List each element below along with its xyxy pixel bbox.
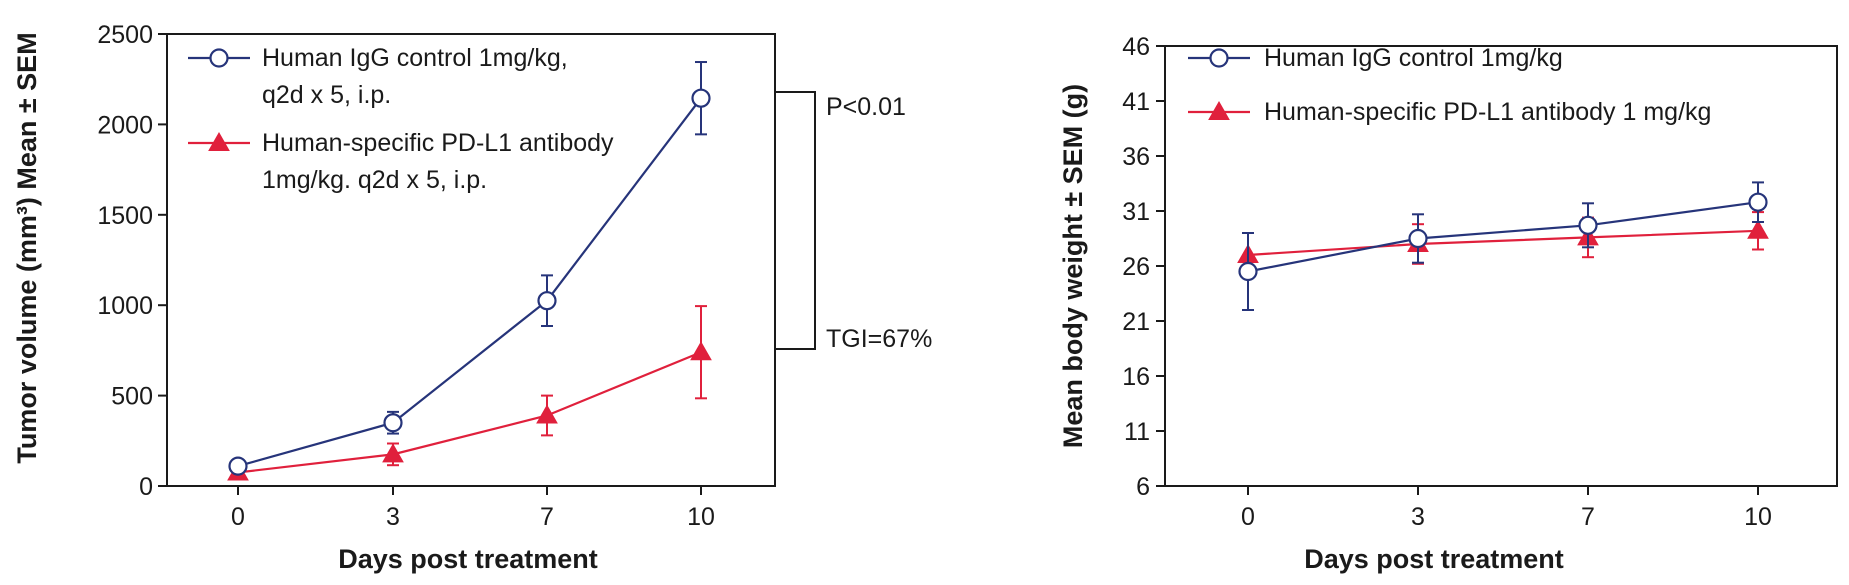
legend-entry: Human-specific PD-L1 antibody 1mg/kg. q2d… <box>188 129 614 194</box>
legend: Human IgG control 1mg/kg,q2d x 5, i.p.Hu… <box>188 44 614 194</box>
data-point <box>228 456 248 476</box>
x-tick-label: 7 <box>540 503 554 531</box>
legend-marker <box>1209 48 1229 68</box>
x-tick-label: 3 <box>1411 503 1425 531</box>
data-point <box>691 88 711 108</box>
series-control <box>228 61 711 476</box>
legend-entry: Human IgG control 1mg/kg, q2d x 5, i.p. <box>188 44 568 109</box>
legend-label: q2d x 5, i.p. <box>262 81 391 109</box>
data-point <box>1578 215 1598 235</box>
y-tick-label: 11 <box>1124 418 1150 446</box>
series-treatment <box>227 305 712 481</box>
y-axis-title: Mean body weight ± SEM (g) <box>1058 84 1088 448</box>
tgi-label: TGI=67% <box>826 325 932 353</box>
data-point <box>1747 219 1769 239</box>
series-line <box>1247 201 1759 273</box>
y-axis-title: Tumor volume (mm³) Mean ± SEM <box>12 32 42 463</box>
p-value-label: P<0.01 <box>826 93 906 121</box>
y-tick-label: 1500 <box>97 202 153 230</box>
plot-frame <box>166 33 776 487</box>
x-tick-label: 10 <box>687 503 715 531</box>
y-tick-label: 26 <box>1122 253 1150 281</box>
legend-marker <box>1208 100 1230 120</box>
data-point <box>690 341 712 361</box>
y-tick-label: 46 <box>1122 33 1150 61</box>
y-tick-label: 500 <box>111 383 153 411</box>
data-point <box>1748 192 1768 212</box>
legend-label: 1mg/kg. q2d x 5, i.p. <box>262 166 487 194</box>
tumor-volume-chart: Tumor volume (mm³) Mean ± SEM Days post … <box>12 21 932 574</box>
data-point <box>1408 228 1428 249</box>
series-line <box>1247 229 1759 257</box>
legend-entry: Human IgG control 1mg/kg <box>1188 44 1563 72</box>
y-tick-label: 36 <box>1122 143 1150 171</box>
y-tick-label: 6 <box>1136 473 1150 501</box>
y-tick-label: 2500 <box>97 21 153 49</box>
series-control <box>1238 181 1768 311</box>
legend-label: Human IgG control 1mg/kg, <box>262 44 568 72</box>
plot-frame <box>1164 45 1838 487</box>
legend-marker <box>209 48 229 68</box>
data-point <box>1238 261 1258 282</box>
x-axis-title: Days post treatment <box>1304 544 1564 574</box>
x-tick-label: 10 <box>1744 503 1772 531</box>
body-weight-chart: Mean body weight ± SEM (g) Days post tre… <box>1058 33 1838 574</box>
x-axis-title: Days post treatment <box>338 544 598 574</box>
x-tick-label: 3 <box>386 503 400 531</box>
legend-label: Human-specific PD-L1 antibody <box>262 129 614 157</box>
legend-marker <box>208 131 230 151</box>
legend: Human IgG control 1mg/kg Human-specific P… <box>1188 44 1711 126</box>
y-tick-label: 16 <box>1122 363 1150 391</box>
series-line <box>237 97 702 468</box>
data-marks <box>227 61 712 481</box>
x-tick-label: 0 <box>231 503 245 531</box>
legend-entry: Human-specific PD-L1 antibody 1 mg/kg <box>1188 98 1711 126</box>
tick-labels: 6 11 16 21 26 31 36 41 46 0 3 7 10 <box>1122 33 1772 531</box>
data-marks <box>1237 181 1769 311</box>
legend-label: Human-specific PD-L1 antibody 1 mg/kg <box>1264 98 1711 126</box>
series-line <box>237 351 702 474</box>
y-tick-label: 0 <box>139 473 153 501</box>
x-tick-label: 0 <box>1241 503 1255 531</box>
y-tick-label: 21 <box>1122 308 1150 336</box>
x-tick-label: 7 <box>1581 503 1595 531</box>
significance-bracket <box>774 91 816 350</box>
tick-labels: 0 500 1000 1500 2000 2500 0 3 7 10 <box>97 21 715 531</box>
y-tick-label: 2000 <box>97 111 153 139</box>
y-tick-label: 1000 <box>97 292 153 320</box>
data-point <box>537 291 557 311</box>
y-tick-label: 41 <box>1122 88 1150 116</box>
data-point <box>383 413 403 433</box>
legend-label: Human IgG control 1mg/kg <box>1264 44 1563 72</box>
y-tick-label: 31 <box>1122 198 1150 226</box>
data-point <box>536 404 558 424</box>
data-point <box>382 443 404 463</box>
series-treatment <box>1237 211 1769 278</box>
